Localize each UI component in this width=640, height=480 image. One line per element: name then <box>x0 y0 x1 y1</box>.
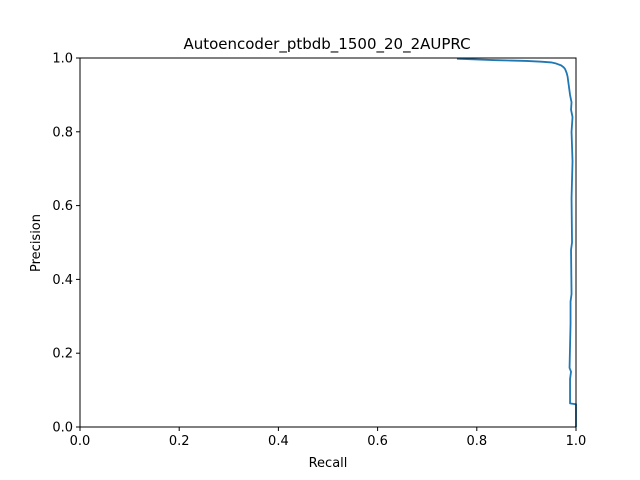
y-tick-label: 0.0 <box>52 421 73 436</box>
y-axis: 0.0 0.2 0.4 0.6 0.8 1.0 <box>52 52 80 436</box>
x-tick-label: 0.6 <box>367 434 388 449</box>
x-axis: 0.0 0.2 0.4 0.6 0.8 1.0 <box>70 427 587 449</box>
y-tick-label: 1.0 <box>52 52 73 67</box>
chart-title: Autoencoder_ptbdb_1500_20_2AUPRC <box>183 35 470 54</box>
x-tick-label: 0.2 <box>169 434 190 449</box>
precision-recall-curve <box>456 57 577 427</box>
y-tick-label: 0.6 <box>52 199 73 214</box>
y-axis-label: Precision <box>29 214 44 272</box>
x-tick-label: 0.4 <box>268 434 289 449</box>
x-tick-label: 0.0 <box>70 434 91 449</box>
plot-area <box>456 57 577 427</box>
y-tick-label: 0.2 <box>52 347 73 362</box>
y-tick-label: 0.8 <box>52 125 73 140</box>
y-tick-label: 0.4 <box>52 273 73 288</box>
x-tick-label: 0.8 <box>466 434 487 449</box>
x-tick-label: 1.0 <box>566 434 587 449</box>
plot-frame <box>79 57 577 428</box>
x-axis-label: Recall <box>309 456 348 471</box>
